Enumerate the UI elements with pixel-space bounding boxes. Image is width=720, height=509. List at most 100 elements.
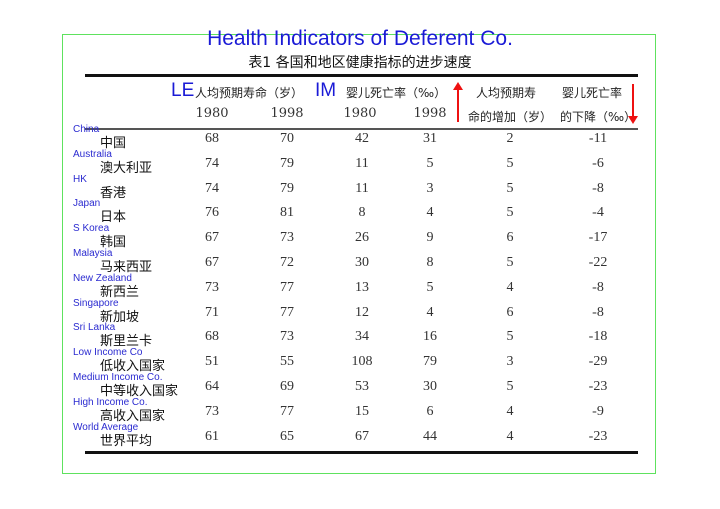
table-cell: -6 — [592, 155, 604, 171]
chinese-country-label: 新西兰 — [100, 284, 140, 300]
table-cell: 9 — [426, 230, 434, 246]
table-cell: -8 — [592, 279, 604, 295]
chinese-country-label: 高收入国家 — [100, 408, 166, 424]
year-le-1998: 1998 — [270, 106, 304, 121]
table-cell: 44 — [423, 428, 437, 444]
table-cell: 70 — [280, 131, 294, 146]
table-cell: 34 — [355, 329, 369, 345]
table-cell: 71 — [205, 304, 219, 320]
table-cell: 5 — [426, 155, 434, 171]
table-cell: 81 — [280, 205, 294, 221]
table-cell: -29 — [588, 354, 608, 370]
table-cell: -18 — [588, 329, 608, 345]
le-header: 人均预期寿命（岁） — [195, 86, 304, 100]
english-country-label: High Income Co. — [73, 396, 148, 408]
table-cell: 73 — [205, 279, 219, 295]
table-cell: 16 — [423, 329, 437, 345]
table-cell: 5 — [506, 205, 514, 221]
im-tag: IM — [315, 80, 337, 101]
table-cell: 42 — [355, 131, 369, 146]
table-cell: 79 — [280, 180, 294, 196]
chinese-country-label: 斯里兰卡 — [100, 334, 153, 350]
table-cell: 11 — [355, 155, 369, 171]
table-cell: 5 — [506, 180, 514, 196]
table-cell: -8 — [592, 180, 604, 196]
im-decrease-header-1: 婴儿死亡率 — [562, 86, 623, 100]
table-cell: 67 — [205, 255, 219, 270]
table-cell: 72 — [280, 255, 294, 270]
table-cell: 31 — [423, 131, 437, 146]
table-caption: 表1 各国和地区健康指标的进步速度 — [248, 55, 472, 71]
table-cell: 4 — [426, 205, 434, 221]
im-header: 婴儿死亡率（‰） — [346, 86, 447, 100]
table-cell: 13 — [355, 279, 369, 295]
table-cell: 77 — [280, 279, 294, 295]
english-country-label: Singapore — [73, 297, 119, 309]
table-cell: 79 — [423, 354, 437, 370]
table-cell: 77 — [280, 304, 294, 320]
year-im-1980: 1980 — [343, 106, 377, 121]
table-cell: 79 — [280, 155, 294, 171]
table-cell: 64 — [205, 379, 219, 394]
table-cell: -9 — [592, 403, 604, 419]
table-cell: 30 — [355, 255, 369, 270]
table-cell: 3 — [426, 180, 434, 196]
chinese-country-label: 世界平均 — [100, 433, 153, 449]
table-cell: 4 — [506, 428, 514, 444]
table-cell: 73 — [280, 230, 294, 246]
bottom-rule — [85, 451, 638, 454]
chinese-country-label: 澳大利亚 — [100, 160, 153, 176]
table-cell: 73 — [280, 329, 294, 345]
table-cell: -8 — [592, 304, 604, 320]
table-cell: 6 — [426, 403, 434, 419]
english-country-label: HK — [73, 173, 87, 185]
english-country-label: New Zealand — [73, 272, 132, 284]
im-decrease-header-2: 的下降（‰） — [560, 110, 637, 124]
table-cell: 5 — [506, 379, 514, 394]
table-cell: 5 — [506, 155, 514, 171]
table-cell: 15 — [355, 403, 369, 419]
year-le-1980: 1980 — [195, 106, 229, 121]
table-cell: 6 — [506, 230, 514, 246]
table-cell: 67 — [355, 428, 369, 444]
table-cell: 53 — [355, 379, 369, 394]
le-tag: LE — [171, 80, 195, 101]
chinese-country-label: 低收入国家 — [100, 359, 166, 375]
english-country-label: S Korea — [73, 223, 110, 235]
le-increase-header-2: 命的增加（岁） — [468, 110, 553, 124]
table-cell: -22 — [588, 255, 608, 270]
chinese-country-label: 日本 — [100, 210, 127, 226]
table-cell: 8 — [426, 255, 434, 270]
table-cell: 4 — [506, 403, 514, 419]
year-im-1998: 1998 — [413, 106, 447, 121]
table-cell: 108 — [351, 354, 373, 370]
table-cell: 12 — [355, 304, 369, 320]
english-country-label: Australia — [73, 148, 112, 160]
table-cell: 2 — [506, 131, 514, 146]
table-cell: -17 — [588, 230, 608, 246]
page-title: Health Indicators of Deferent Co. — [207, 27, 513, 50]
chinese-country-label: 新加坡 — [100, 309, 140, 325]
table-cell: 74 — [205, 180, 219, 196]
table-cell: 11 — [355, 180, 369, 196]
table-cell: -23 — [588, 428, 608, 444]
table-cell: 73 — [205, 403, 219, 419]
table-cell: 3 — [506, 354, 514, 370]
table-cell: 68 — [205, 329, 219, 345]
english-country-label: Medium Income Co. — [73, 372, 163, 383]
table-cell: 5 — [506, 255, 514, 270]
table-cell: 8 — [358, 205, 366, 221]
table-cell: 51 — [205, 354, 219, 370]
table-cell: 6 — [506, 304, 514, 320]
table-cell: 76 — [205, 205, 219, 221]
table-cell: -23 — [588, 379, 608, 394]
table-cell: 4 — [506, 279, 514, 295]
table-cell: 4 — [426, 304, 434, 320]
chinese-country-label: 香港 — [100, 185, 127, 201]
table-cell: 77 — [280, 403, 294, 419]
table-cell: 74 — [205, 155, 219, 171]
table-cell: 26 — [355, 230, 369, 246]
english-country-label: Low Income Co — [73, 347, 143, 359]
chinese-country-label: 马来西亚 — [100, 260, 153, 275]
chinese-country-label: 中等收入国家 — [100, 384, 179, 399]
